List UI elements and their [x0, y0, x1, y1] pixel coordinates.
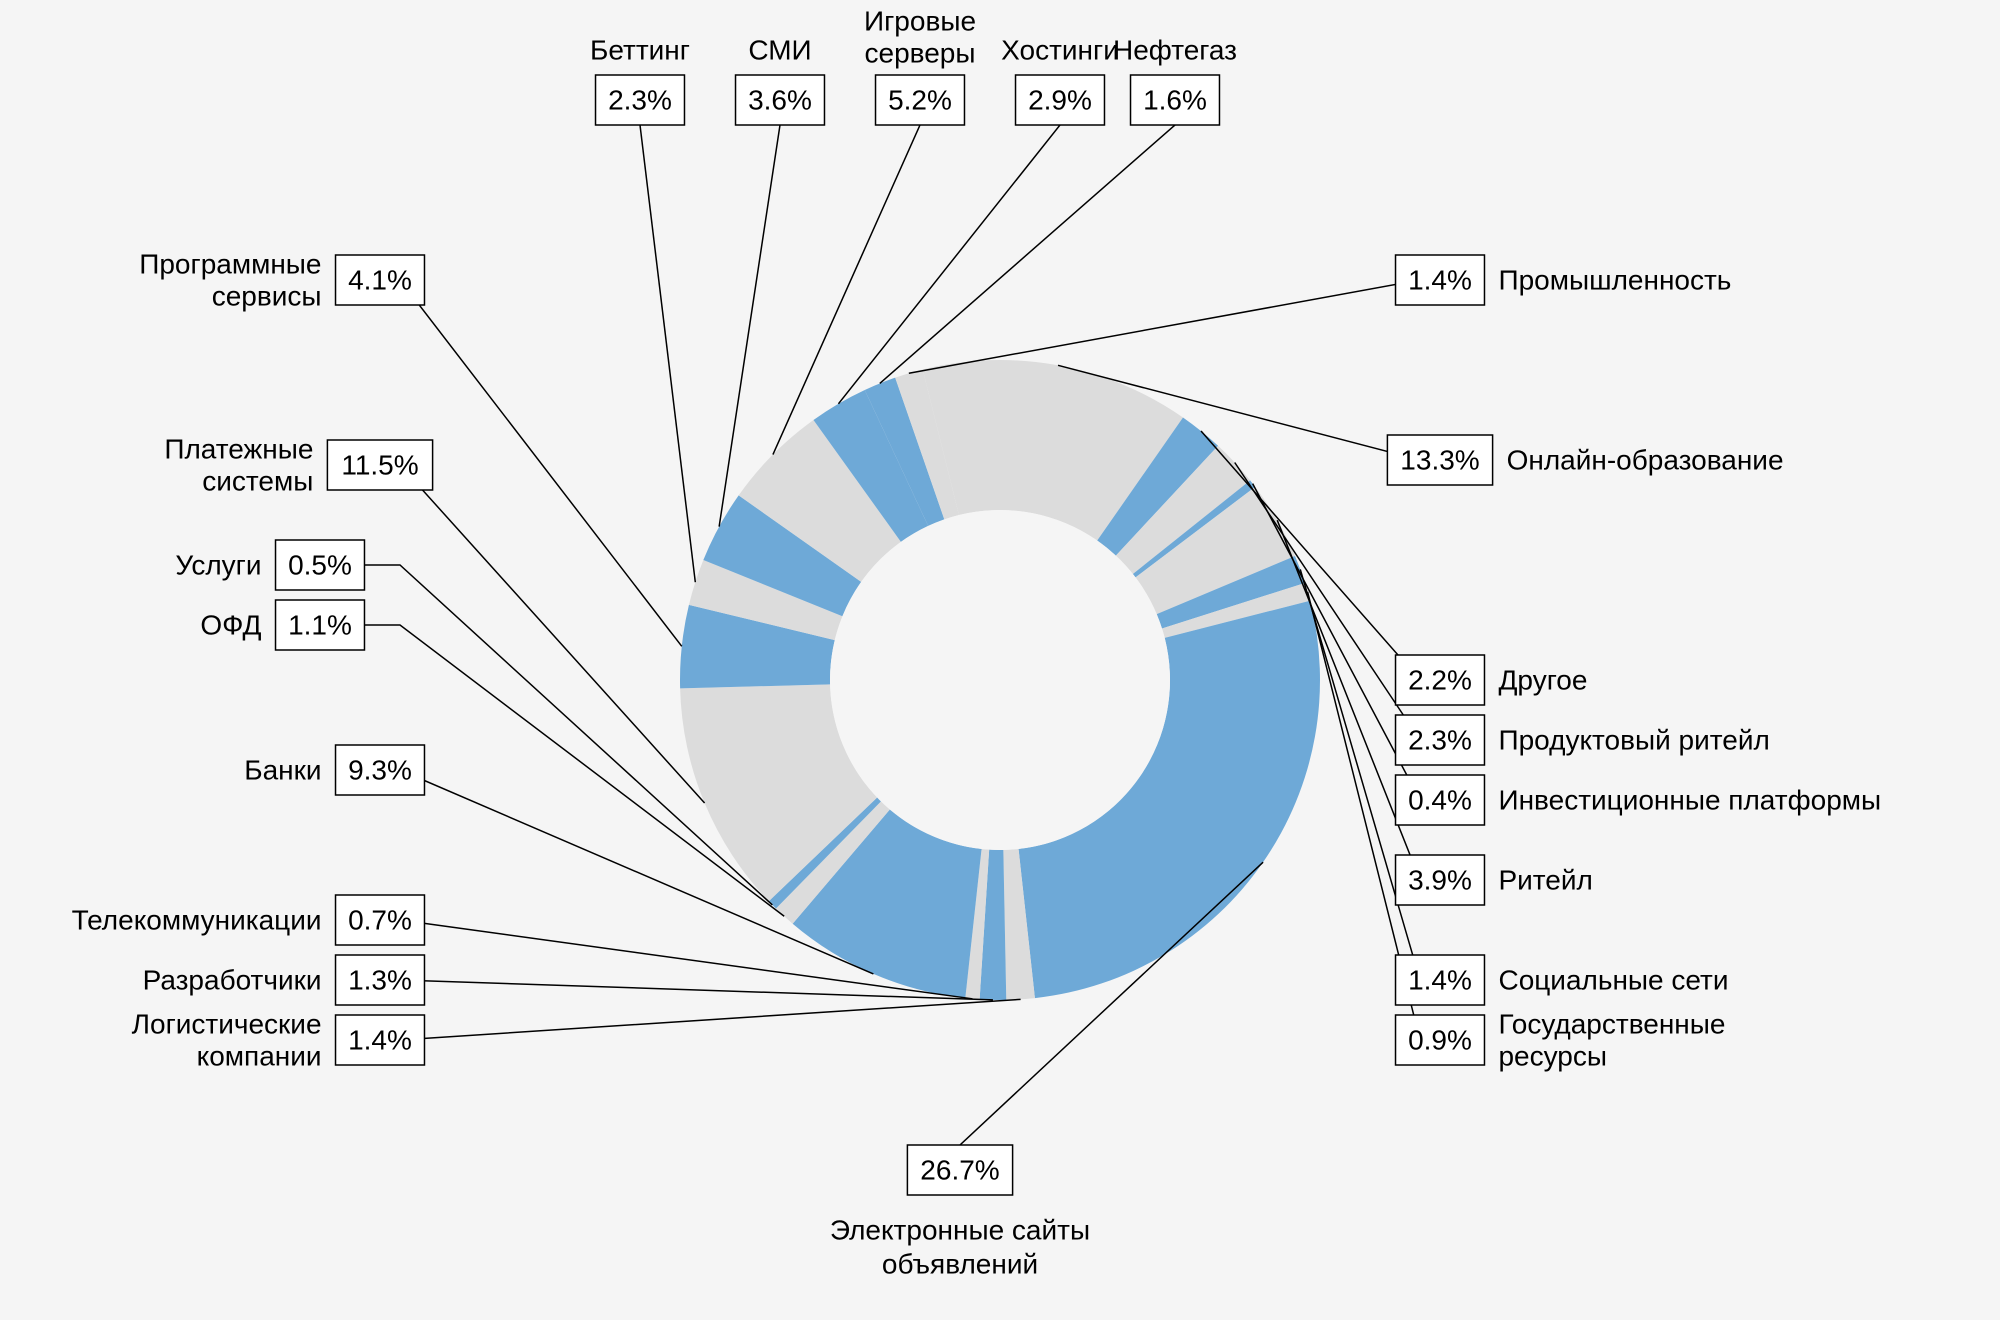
- pct-value-21: 2.9%: [1028, 85, 1092, 116]
- pct-value-1: 1.4%: [1408, 265, 1472, 296]
- label-16: Платежные: [164, 434, 313, 465]
- label-8: Государственные: [1498, 1009, 1725, 1040]
- pct-value-3: 2.2%: [1408, 665, 1472, 696]
- donut-chart: 1.6% Нефтегаз 1.4% Промышленность 13.3% Онлай…: [0, 0, 2000, 1320]
- pct-value-0: 1.6%: [1143, 85, 1207, 116]
- pct-value-17: 4.1%: [348, 265, 412, 296]
- label-3: Другое: [1498, 665, 1587, 696]
- pct-value-13: 9.3%: [348, 755, 412, 786]
- pct-value-15: 0.5%: [288, 550, 352, 581]
- label-0: Нефтегаз: [1113, 35, 1237, 66]
- pct-value-5: 0.4%: [1408, 785, 1472, 816]
- pct-value-14: 1.1%: [288, 610, 352, 641]
- label-12: Телекоммуникации: [72, 905, 322, 936]
- label-2: Онлайн-образование: [1507, 445, 1784, 476]
- pct-value-4: 2.3%: [1408, 725, 1472, 756]
- pct-value-2: 13.3%: [1400, 445, 1479, 476]
- pct-value-12: 0.7%: [348, 905, 412, 936]
- label-10: компании: [197, 1041, 322, 1072]
- label-20: серверы: [865, 38, 976, 69]
- label-7: Социальные сети: [1498, 965, 1728, 996]
- pct-value-11: 1.3%: [348, 965, 412, 996]
- label-18: Беттинг: [590, 35, 690, 66]
- label-10: Логистические: [132, 1009, 322, 1040]
- label-1: Промышленность: [1498, 265, 1731, 296]
- pct-value-9: 26.7%: [920, 1155, 999, 1186]
- label-9: Электронные сайты: [830, 1215, 1090, 1246]
- pct-value-8: 0.9%: [1408, 1025, 1472, 1056]
- pct-value-7: 1.4%: [1408, 965, 1472, 996]
- label-14: ОФД: [200, 610, 261, 641]
- pct-value-20: 5.2%: [888, 85, 952, 116]
- label-5: Инвестиционные платформы: [1498, 785, 1881, 816]
- label-21: Хостинги: [1001, 35, 1119, 66]
- label-17: Программные: [139, 249, 321, 280]
- label-19: СМИ: [748, 35, 811, 66]
- pct-value-16: 11.5%: [341, 450, 418, 481]
- label-13: Банки: [244, 755, 321, 786]
- pct-value-18: 2.3%: [608, 85, 672, 116]
- label-6: Ритейл: [1498, 865, 1592, 896]
- label-16: системы: [202, 466, 313, 497]
- pct-value-19: 3.6%: [748, 85, 812, 116]
- pct-value-6: 3.9%: [1408, 865, 1472, 896]
- label-15: Услуги: [175, 550, 261, 581]
- label-8: ресурсы: [1498, 1041, 1607, 1072]
- pct-value-10: 1.4%: [348, 1025, 412, 1056]
- label-11: Разработчики: [143, 965, 322, 996]
- label-20: Игровые: [864, 6, 976, 37]
- label-4: Продуктовый ритейл: [1498, 725, 1769, 756]
- label-17: сервисы: [212, 281, 322, 312]
- label-9: объявлений: [882, 1249, 1038, 1280]
